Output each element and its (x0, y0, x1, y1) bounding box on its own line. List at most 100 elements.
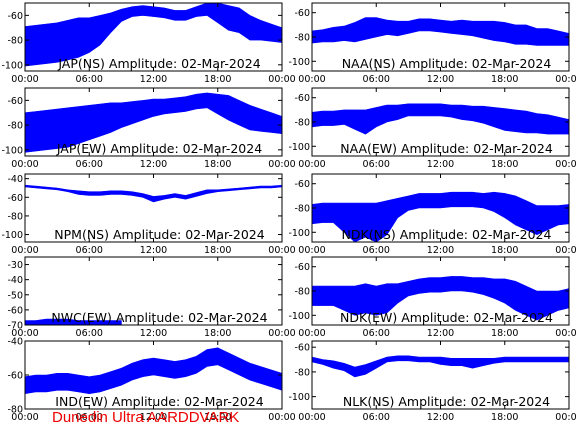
series-line-4-0 (25, 185, 282, 200)
y-tick-label: -50 (7, 290, 23, 301)
y-tick-label: -100 (1, 60, 23, 71)
y-tick-label: -60 (7, 11, 23, 22)
y-tick-label: -80 (7, 405, 23, 416)
panel-title: NDK(NS) Amplitude: 02-Mar-2024 (342, 227, 552, 242)
series-line-8-0 (25, 355, 282, 386)
panel-0: -100 -80 -60 00:00 06:00 12:00 18:00 00:00 JAP(N… (1, 2, 296, 85)
x-tick-label: 06:00 (76, 245, 103, 256)
y-tick-label: -60 (294, 93, 310, 104)
y-tick-label: -60 (7, 96, 23, 107)
series-band-2-0 (25, 92, 282, 153)
x-tick-label: 12:00 (140, 159, 167, 170)
panel-title: NDK(EW) Amplitude: 02-Mar-2024 (340, 310, 553, 325)
series-line-3-0 (312, 109, 569, 128)
series-line-5-0 (312, 199, 569, 224)
panel-title: NWC(EW) Amplitude: 02-Mar-2024 (51, 310, 267, 325)
series-band-0-0 (25, 3, 282, 67)
panel-title: NAA(NS) Amplitude: 02-Mar-2024 (342, 56, 552, 71)
y-tick-label: -30 (7, 260, 23, 271)
panel-title: NLK(NS) Amplitude: 02-Mar-2024 (343, 394, 550, 409)
series-band-5-0 (312, 191, 569, 242)
series-line-0-0 (25, 8, 282, 47)
x-tick-label: 00:00 (11, 74, 38, 85)
x-tick-label: 00:00 (555, 412, 576, 423)
panel-title: NAA(EW) Amplitude: 02-Mar-2024 (340, 141, 553, 156)
panel-6: -70 -60 -50 -40 -30 00:00 06:00 12:00 18:00 00:00… (7, 256, 296, 339)
x-tick-label: 00:00 (298, 245, 325, 256)
panel-title: JAP(EW) Amplitude: 02-Mar-2024 (56, 141, 262, 156)
y-tick-label: -100 (288, 142, 310, 153)
y-tick-label: -80 (294, 287, 310, 298)
x-tick-label: 06:00 (363, 328, 390, 339)
x-tick-label: 00:00 (11, 328, 38, 339)
y-tick-label: -80 (294, 367, 310, 378)
y-tick-label: -80 (294, 118, 310, 129)
panel-9: -100 -80 -60 00:00 06:00 12:00 18:00 00:00 NLK(N… (288, 340, 576, 423)
y-tick-label: -60 (294, 8, 310, 19)
x-tick-label: 06:00 (363, 159, 390, 170)
series-band-8-0 (25, 347, 282, 395)
series-band-3-0 (312, 103, 569, 135)
x-tick-label: 00:00 (268, 412, 295, 423)
series-line-6-0 (25, 321, 122, 324)
x-tick-label: 18:00 (204, 412, 231, 423)
x-tick-label: 18:00 (491, 245, 518, 256)
x-tick-label: 00:00 (298, 74, 325, 85)
x-tick-label: 00:00 (11, 245, 38, 256)
panel-3: -100-80-6000:0006:0012:0018:0000:00NAA(E… (288, 87, 576, 170)
panel-1: -100-80-6000:0006:0012:0018:0000:00NAA(N… (288, 2, 576, 85)
series-line-1-0 (312, 24, 569, 40)
x-tick-label: 12:00 (427, 328, 454, 339)
x-tick-label: 18:00 (204, 74, 231, 85)
panel-title: IND(EW) Amplitude: 02-Mar-2024 (55, 394, 263, 409)
y-tick-label: -40 (7, 275, 23, 286)
x-tick-label: 12:00 (140, 412, 167, 423)
y-tick-label: -80 (294, 33, 310, 44)
x-tick-label: 18:00 (491, 74, 518, 85)
panel-4: -100 -80 -60 -40 00:00 06:00 12:00 18:00 00:00 NP… (1, 173, 296, 256)
x-tick-label: 18:00 (204, 245, 231, 256)
x-tick-label: 12:00 (427, 245, 454, 256)
x-tick-label: 18:00 (491, 159, 518, 170)
x-tick-label: 00:00 (555, 159, 576, 170)
x-tick-label: 06:00 (363, 245, 390, 256)
panel-title: JAP(NS) Amplitude: 02-Mar-2024 (57, 56, 260, 71)
y-tick-label: -100 (288, 392, 310, 403)
y-tick-label: -40 (7, 174, 23, 185)
x-tick-label: 18:00 (491, 412, 518, 423)
x-tick-label: 00:00 (268, 328, 295, 339)
series-line-9-0 (312, 357, 569, 373)
x-tick-label: 12:00 (140, 74, 167, 85)
series-band-7-0 (312, 276, 569, 321)
panel-2: -100 -80 -60 00:00 06:00 12:00 18:00 00:00 JAP(E… (1, 87, 296, 170)
x-tick-label: 18:00 (204, 328, 231, 339)
x-tick-label: 18:00 (491, 328, 518, 339)
x-tick-label: 00:00 (298, 159, 325, 170)
x-tick-label: 06:00 (76, 74, 103, 85)
y-tick-label: -100 (1, 230, 23, 241)
y-tick-label: -80 (7, 121, 23, 132)
x-tick-label: 06:00 (76, 328, 103, 339)
y-tick-label: -100 (288, 311, 310, 322)
y-tick-label: -80 (294, 204, 310, 215)
panel-8: -80 -60 -40 00:00 06:00 12:00 18:00 00:00 IND(EW… (7, 337, 295, 424)
y-tick-label: -60 (294, 343, 310, 354)
x-tick-label: 12:00 (427, 74, 454, 85)
x-tick-label: 00:00 (298, 412, 325, 423)
x-tick-label: 00:00 (11, 412, 38, 423)
x-tick-label: 18:00 (204, 159, 231, 170)
y-tick-label: -100 (288, 228, 310, 239)
y-tick-label: -60 (294, 262, 310, 273)
y-tick-label: -100 (1, 145, 23, 156)
x-tick-label: 12:00 (140, 328, 167, 339)
panel-7: -100-80-6000:0006:0012:0018:0000:00NDK(E… (288, 256, 576, 339)
y-tick-label: -60 (7, 193, 23, 204)
x-tick-label: 06:00 (363, 412, 390, 423)
x-tick-label: 00:00 (268, 74, 295, 85)
y-tick-label: -60 (294, 179, 310, 190)
x-tick-label: 00:00 (555, 328, 576, 339)
x-tick-label: 00:00 (268, 159, 295, 170)
x-tick-label: 00:00 (555, 245, 576, 256)
x-tick-label: 06:00 (76, 159, 103, 170)
